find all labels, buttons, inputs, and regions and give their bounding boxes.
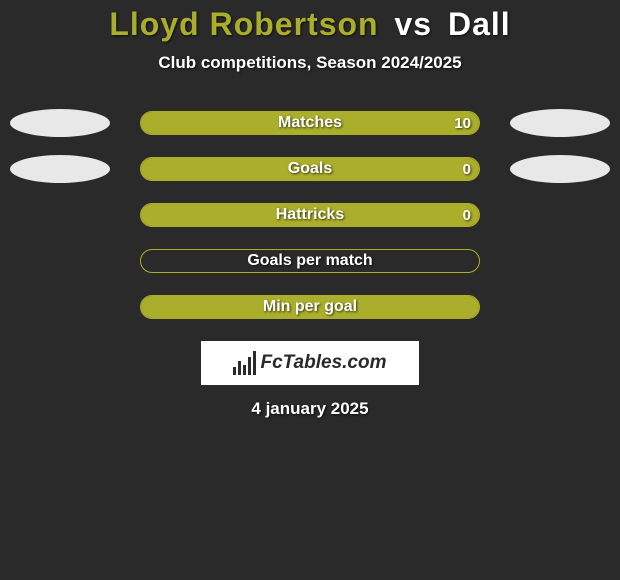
comparison-chart: Matches10Goals0Hattricks0Goals per match…: [0, 111, 620, 319]
stat-label: Hattricks: [141, 204, 479, 226]
stat-label: Matches: [141, 112, 479, 134]
stat-bar-track: Goals per match: [140, 249, 480, 273]
stat-value-right: 0: [463, 204, 471, 226]
logo-box: FcTables.com: [201, 341, 419, 385]
stat-row: Goals0: [0, 157, 620, 181]
stat-label: Min per goal: [141, 296, 479, 318]
stat-value-right: 0: [463, 158, 471, 180]
player2-avatar: [510, 109, 610, 137]
logo-text: FcTables.com: [260, 352, 386, 374]
player2-avatar: [510, 155, 610, 183]
subtitle: Club competitions, Season 2024/2025: [0, 53, 620, 73]
stat-value-right: 10: [454, 112, 471, 134]
player1-avatar: [10, 155, 110, 183]
player1-avatar: [10, 109, 110, 137]
page-title: Lloyd Robertson vs Dall: [0, 0, 620, 43]
stat-row: Matches10: [0, 111, 620, 135]
stat-row: Goals per match: [0, 249, 620, 273]
date-label: 4 january 2025: [0, 399, 620, 419]
stat-label: Goals: [141, 158, 479, 180]
player1-name: Lloyd Robertson: [109, 6, 378, 42]
stat-bar-track: Matches10: [140, 111, 480, 135]
stat-bar-track: Hattricks0: [140, 203, 480, 227]
bar-chart-icon: [233, 351, 256, 375]
vs-label: vs: [394, 6, 432, 42]
stat-row: Min per goal: [0, 295, 620, 319]
stat-bar-track: Min per goal: [140, 295, 480, 319]
stat-row: Hattricks0: [0, 203, 620, 227]
stat-bar-track: Goals0: [140, 157, 480, 181]
player2-name: Dall: [448, 6, 511, 42]
stat-label: Goals per match: [141, 250, 479, 272]
